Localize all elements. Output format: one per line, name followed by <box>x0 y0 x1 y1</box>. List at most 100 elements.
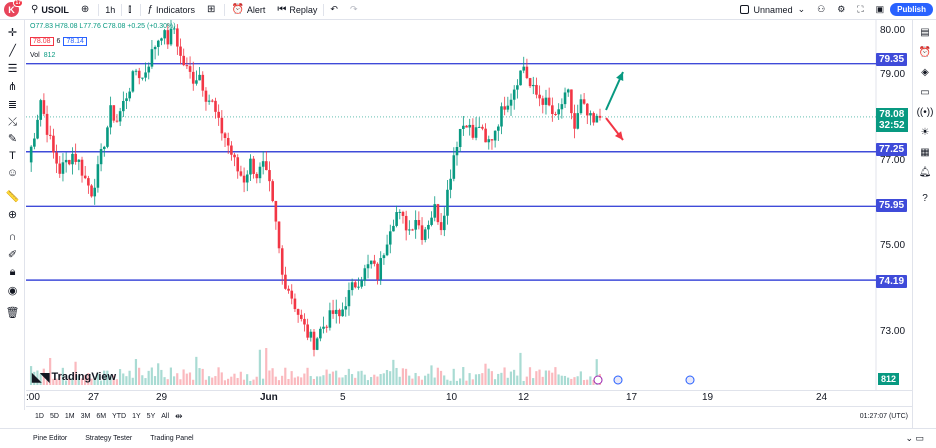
volume-bar <box>497 373 500 385</box>
publish-button[interactable]: Publish <box>890 3 933 16</box>
signal-icon[interactable]: ((•)) <box>916 106 934 118</box>
snapshot-button[interactable]: ▣ <box>870 0 891 20</box>
watchlist-icon[interactable]: ▤ <box>920 26 930 38</box>
fullscreen-button[interactable]: ⛶ <box>851 0 869 20</box>
price-chart[interactable] <box>26 20 912 390</box>
chart-type-button[interactable]: ⫾ <box>122 0 140 20</box>
range-5y[interactable]: 5Y <box>146 413 156 420</box>
eye-icon[interactable]: ◉ <box>7 285 18 297</box>
range-1m[interactable]: 1M <box>64 413 75 420</box>
alerts-icon[interactable]: ⏰ <box>918 46 932 58</box>
volume-bar <box>481 373 484 385</box>
candle-body <box>357 286 360 288</box>
volume-bar <box>169 367 172 385</box>
alert-button[interactable]: ⏰ Alert <box>225 0 271 20</box>
range-6m[interactable]: 6M <box>96 413 107 420</box>
volume-bar <box>570 378 573 385</box>
sell-price[interactable]: 78.08 <box>30 37 54 46</box>
zoom-icon[interactable]: ⊕ <box>7 209 18 221</box>
fib-icon[interactable]: ≣ <box>7 99 18 111</box>
level-tag[interactable]: 79.35 <box>876 53 908 66</box>
utc-clock[interactable]: 01:27:07 (UTC) <box>859 413 908 420</box>
range-5d[interactable]: 5D <box>49 413 59 420</box>
lock-drawing-icon[interactable]: ✐ <box>7 249 18 261</box>
user-avatar[interactable]: K 17 <box>4 0 23 17</box>
range-ytd[interactable]: YTD <box>112 413 127 420</box>
redo-button[interactable]: ↷ <box>344 0 364 20</box>
candle-body <box>261 161 265 167</box>
candle-body <box>141 77 144 79</box>
indicators-button[interactable]: ƒ Indicators <box>141 0 201 20</box>
tab-trading-panel[interactable]: Trading Panel <box>150 435 194 442</box>
buy-price[interactable]: 78.14 <box>63 37 87 46</box>
level-tag[interactable]: 77.25 <box>876 143 908 156</box>
crosshair-icon[interactable]: ✛ <box>7 27 18 39</box>
pattern-icon[interactable]: ⤯ <box>8 116 17 128</box>
range-3m[interactable]: 3M <box>80 413 91 420</box>
symbol-search-button[interactable]: ⚲ USOIL <box>25 0 75 20</box>
layers-icon[interactable]: ◈ <box>921 66 929 78</box>
layout-button[interactable]: Unnamed ⌄ <box>734 0 812 20</box>
time-axis[interactable]: :00 27 29 Jun 5 10 12 17 19 24 <box>26 390 912 404</box>
pitchfork-icon[interactable]: ⋔ <box>7 81 18 93</box>
brush-icon[interactable]: ✎ <box>7 133 18 145</box>
compare-button[interactable]: ⊕ <box>75 0 98 20</box>
volume-bar <box>420 379 424 385</box>
volume-bar <box>411 378 414 385</box>
range-1y[interactable]: 1Y <box>132 413 141 420</box>
tab-pine-editor[interactable]: Pine Editor <box>33 435 68 442</box>
candle-body <box>497 126 500 131</box>
horizontal-lines-icon[interactable]: ☰ <box>7 63 18 75</box>
calendar-icon[interactable]: ▦ <box>920 146 930 158</box>
lock-icon[interactable]: 🔒︎ <box>9 266 16 278</box>
volume-bar <box>373 374 376 385</box>
quick-search-button[interactable]: ⚇ <box>811 0 831 20</box>
tab-strategy-tester[interactable]: Strategy Tester <box>85 435 133 442</box>
symbol-name: USOIL <box>41 4 69 15</box>
top-toolbar: K 17 ⚲ USOIL ⊕ 1h ⫾ ƒ Indicators ⊞ ⏰ Ale… <box>0 0 936 20</box>
level-tag[interactable]: 74.19 <box>876 275 908 288</box>
candle-body <box>487 139 491 143</box>
volume-bar <box>538 369 541 385</box>
time-label: 5 <box>340 392 346 403</box>
volume-bar <box>439 370 443 385</box>
chat-icon[interactable]: ▭ <box>920 86 930 98</box>
range-all[interactable]: All <box>161 413 170 420</box>
emoji-icon[interactable]: ☺ <box>6 166 19 179</box>
range-1d[interactable]: 1D <box>35 413 44 420</box>
volume-bar <box>80 378 84 385</box>
help-icon[interactable]: ? <box>922 192 928 204</box>
templates-button[interactable]: ⊞ <box>201 0 224 20</box>
trend-line-icon[interactable]: ╱ <box>9 45 16 57</box>
settings-button[interactable]: ⚙ <box>831 0 851 20</box>
notifications-icon[interactable]: 🔔︎ <box>918 166 932 178</box>
event-icon <box>593 375 603 385</box>
volume-bar <box>522 380 525 385</box>
magnet-icon[interactable]: ∩ <box>8 230 17 243</box>
notification-badge: 17 <box>13 0 23 7</box>
trash-icon[interactable]: 🗑︎ <box>5 307 20 319</box>
volume-bar <box>427 373 430 385</box>
text-icon[interactable]: T <box>9 149 16 162</box>
candle-body <box>442 215 446 231</box>
chart-pane[interactable] <box>26 20 912 390</box>
lightbulb-icon[interactable]: ☀ <box>920 126 930 138</box>
undo-button[interactable]: ↶ <box>324 0 344 20</box>
level-tag[interactable]: 75.95 <box>876 199 908 212</box>
tradingview-logo-icon: ◣◥ <box>32 370 49 384</box>
interval-button[interactable]: 1h <box>105 4 116 15</box>
gear-icon: ⚙ <box>837 4 846 14</box>
candle-body <box>566 89 570 93</box>
ruler-icon[interactable]: 📏 <box>5 191 20 203</box>
candle-body <box>598 115 602 118</box>
volume-bar <box>379 374 382 385</box>
replay-button[interactable]: ⏮ Replay <box>271 0 323 20</box>
candle-body <box>74 153 77 162</box>
panel-toggle-icons[interactable]: ⌄ ▭ <box>905 433 924 443</box>
candle-body <box>147 66 151 73</box>
volume-bar <box>211 377 214 385</box>
candle-body <box>163 30 166 39</box>
tradingview-watermark: ◣◥ TradingView <box>32 370 116 384</box>
candle-body <box>334 309 338 314</box>
goto-date-icon[interactable]: ⇹ <box>175 411 183 421</box>
